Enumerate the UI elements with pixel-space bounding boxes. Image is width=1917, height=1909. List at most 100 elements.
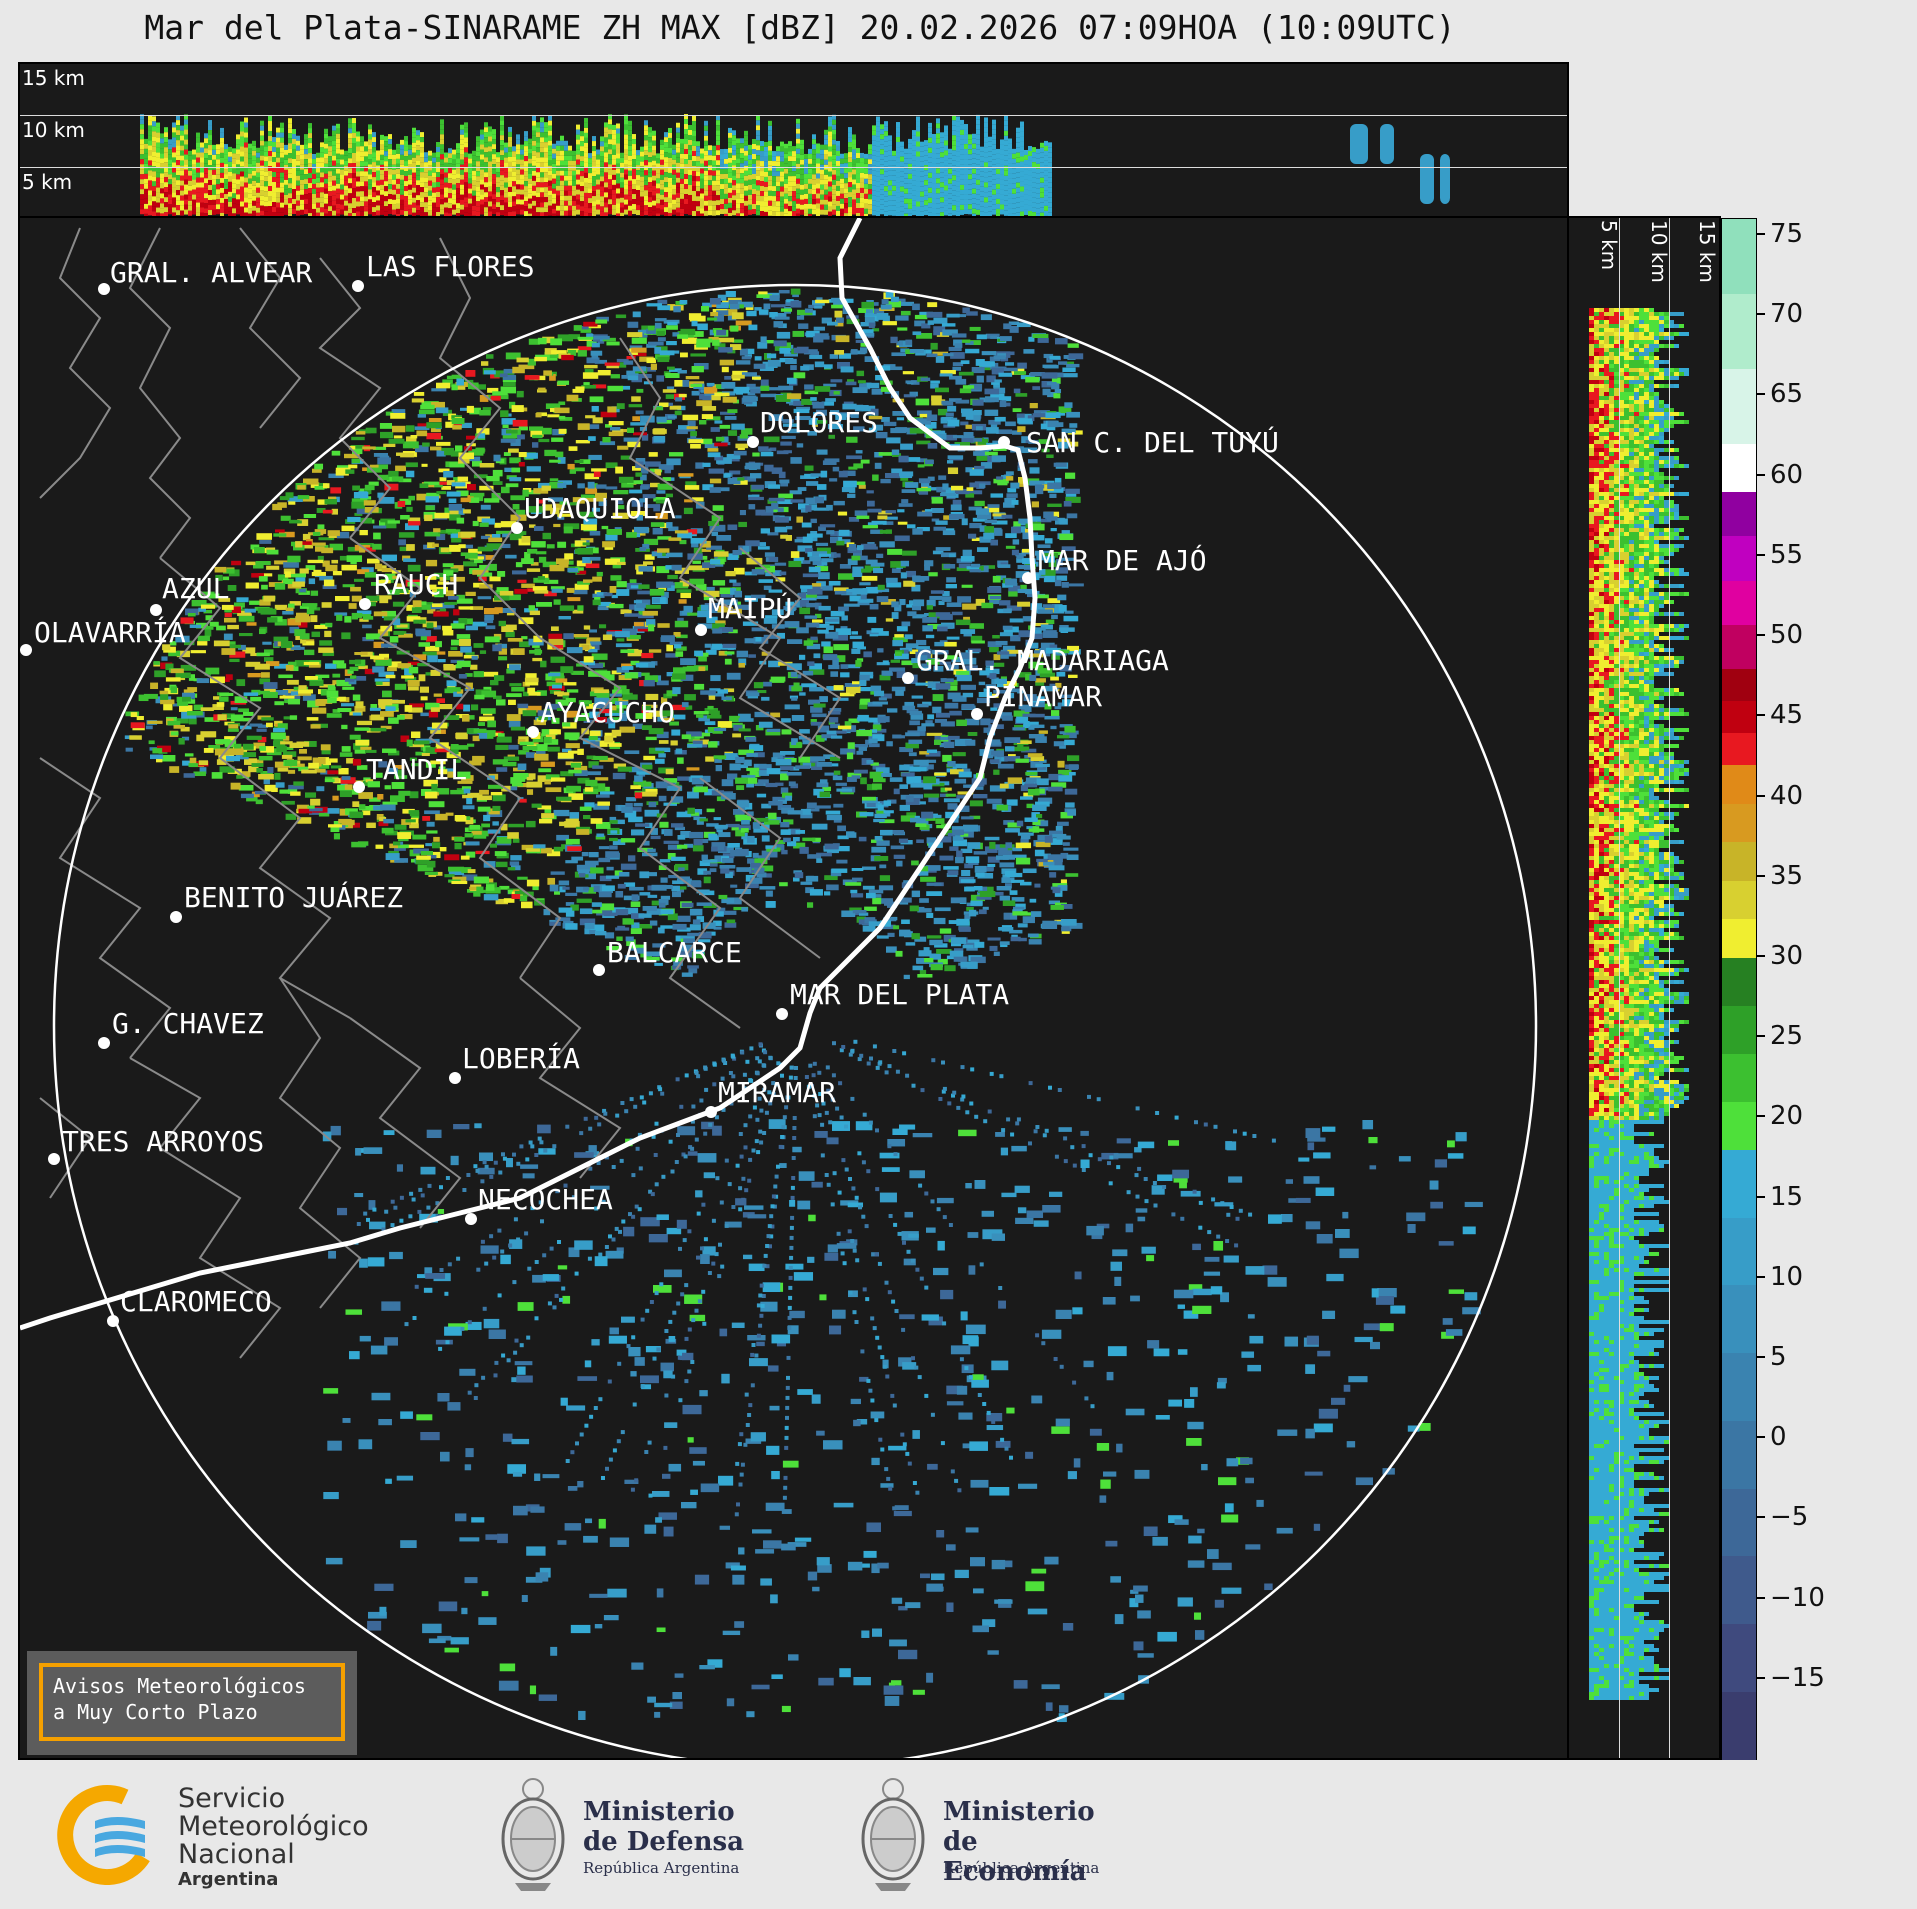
economia-logo: Ministerio de Economía República Argenti… xyxy=(855,1775,1115,1895)
avisos-frame: Avisos Meteorológicos a Muy Corto Plazo xyxy=(39,1663,345,1741)
colorbar-segment xyxy=(1722,1053,1756,1102)
colorbar-segment xyxy=(1722,1691,1756,1760)
top-echo-profile xyxy=(140,114,1450,216)
avisos-box: Avisos Meteorológicos a Muy Corto Plazo xyxy=(27,1651,357,1755)
colorbar-tick xyxy=(1757,1436,1765,1439)
city-dot xyxy=(776,1008,788,1020)
colorbar-label: 5 xyxy=(1770,1341,1787,1372)
colorbar xyxy=(1721,218,1757,1760)
district-borders xyxy=(39,227,842,1359)
colorbar-tick xyxy=(1757,1355,1765,1358)
side-echo-profile xyxy=(1589,308,1689,1700)
defensa-logo: Ministerio de Defensa República Argentin… xyxy=(495,1775,755,1895)
top-5km-line xyxy=(20,167,1567,168)
colorbar-label: −15 xyxy=(1770,1662,1825,1693)
city-marker: GRAL. ALVEAR xyxy=(98,256,312,295)
smn-logo: Servicio Meteorológico Nacional Argentin… xyxy=(55,1785,395,1890)
city-dot xyxy=(98,283,110,295)
coat-of-arms-icon xyxy=(861,1778,925,1891)
colorbar-segment xyxy=(1722,732,1756,765)
side-cross-section-panel: 5 km 10 km 15 km xyxy=(1567,216,1721,1760)
colorbar-tick xyxy=(1757,393,1765,396)
colorbar-segment xyxy=(1722,956,1756,1006)
city-dot xyxy=(353,781,365,793)
colorbar-tick xyxy=(1757,1676,1765,1679)
colorbar-segment xyxy=(1722,219,1756,295)
city-dot xyxy=(511,522,523,534)
colorbar-tick xyxy=(1757,714,1765,717)
city-label: BALCARCE xyxy=(607,936,742,969)
smn-emblem-icon xyxy=(57,1785,150,1885)
city-label: GRAL. MADARIAGA xyxy=(916,644,1169,677)
colorbar-label: 0 xyxy=(1770,1422,1787,1453)
avisos-line-2: a Muy Corto Plazo xyxy=(53,1700,258,1724)
side-label-15km: 15 km xyxy=(1695,220,1719,283)
colorbar-tick xyxy=(1757,954,1765,957)
city-marker: AYACUCHO xyxy=(527,696,675,738)
city-label: DOLORES xyxy=(760,406,878,439)
colorbar-segment xyxy=(1722,879,1756,919)
city-dot xyxy=(107,1315,119,1327)
colorbar-segment xyxy=(1722,293,1756,370)
colorbar-label: 55 xyxy=(1770,539,1804,570)
colorbar-label: 60 xyxy=(1770,459,1804,490)
city-dot xyxy=(705,1106,717,1118)
city-label: MAR DEL PLATA xyxy=(790,978,1009,1011)
colorbar-tick xyxy=(1757,1275,1765,1278)
city-marker: LOBERÍA xyxy=(449,1041,580,1084)
colorbar-label: 25 xyxy=(1770,1021,1804,1052)
colorbar-segment xyxy=(1722,1284,1756,1354)
top-label-10km: 10 km xyxy=(22,118,85,142)
city-marker: MIRAMAR xyxy=(705,1076,836,1118)
city-label: OLAVARRÍA xyxy=(34,615,186,649)
colorbar-segment xyxy=(1722,764,1756,804)
city-dot xyxy=(971,708,983,720)
city-marker: G. CHAVEZ xyxy=(98,1007,264,1049)
colorbar-segment xyxy=(1722,1217,1756,1286)
colorbar-segment xyxy=(1722,918,1756,958)
colorbar-segment xyxy=(1722,1149,1756,1218)
city-marker: MAR DE AJÓ xyxy=(1022,543,1207,584)
city-dot xyxy=(998,436,1010,448)
city-label: MAIPÚ xyxy=(708,591,792,625)
city-label: LAS FLORES xyxy=(366,250,535,283)
city-label: PINAMAR xyxy=(984,680,1102,713)
colorbar-tick xyxy=(1757,553,1765,556)
colorbar-label: 40 xyxy=(1770,780,1804,811)
economia-line-2: de Economía xyxy=(943,1827,1087,1887)
city-marker: SAN C. DEL TUYÚ xyxy=(998,425,1279,459)
side-5km-line xyxy=(1619,218,1620,1758)
city-dot xyxy=(170,911,182,923)
colorbar-tick xyxy=(1757,1035,1765,1038)
colorbar-tick xyxy=(1757,634,1765,637)
top-cross-section-panel: 15 km 10 km 5 km xyxy=(18,62,1569,218)
colorbar-label: −10 xyxy=(1770,1582,1825,1613)
colorbar-label: 20 xyxy=(1770,1101,1804,1132)
city-marker: DOLORES xyxy=(747,406,878,448)
city-marker: CLAROMECO xyxy=(107,1285,272,1327)
colorbar-tick xyxy=(1757,1516,1765,1519)
chart-title: Mar del Plata-SINARAME ZH MAX [dBZ] 20.0… xyxy=(144,8,1456,47)
city-label: BENITO JUÁREZ xyxy=(184,880,403,914)
city-marker: MAR DEL PLATA xyxy=(776,978,1009,1020)
colorbar-tick xyxy=(1757,233,1765,236)
city-label: SAN C. DEL TUYÚ xyxy=(1026,425,1279,459)
colorbar-segment xyxy=(1722,624,1756,669)
city-label: GRAL. ALVEAR xyxy=(110,256,312,289)
city-dot xyxy=(747,436,759,448)
colorbar-tick xyxy=(1757,473,1765,476)
colorbar-tick xyxy=(1757,794,1765,797)
defensa-line-3: República Argentina xyxy=(583,1859,740,1877)
city-label: LOBERÍA xyxy=(462,1041,580,1075)
colorbar-segment xyxy=(1722,1005,1756,1054)
city-dot xyxy=(527,726,539,738)
city-dot xyxy=(593,964,605,976)
colorbar-label: 65 xyxy=(1770,379,1804,410)
colorbar-segment xyxy=(1722,841,1756,881)
city-marker: TANDIL xyxy=(353,753,467,793)
city-dot xyxy=(1022,572,1034,584)
smn-line-2: Meteorológico xyxy=(178,1811,369,1842)
colorbar-segment xyxy=(1722,535,1756,581)
city-dot xyxy=(902,672,914,684)
top-label-15km: 15 km xyxy=(22,66,85,90)
